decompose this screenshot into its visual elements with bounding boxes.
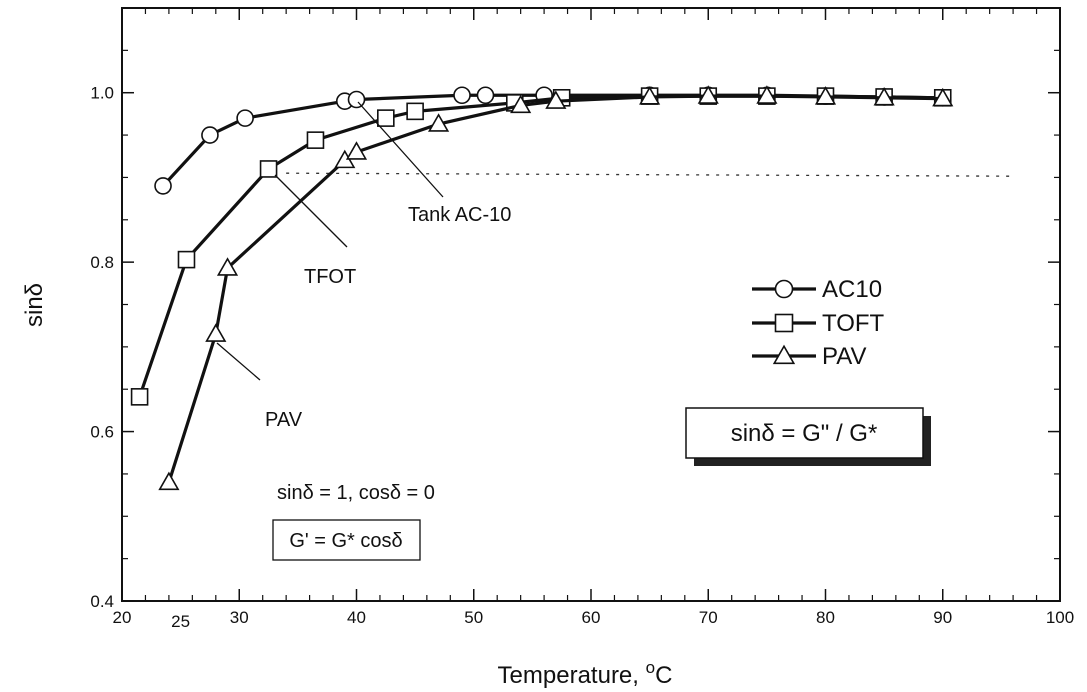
marker-pav <box>427 113 450 132</box>
legend: AC10 TOFT PAV <box>752 276 885 370</box>
x-tick-label: 40 <box>347 608 366 627</box>
pav-pointer-line <box>216 342 261 381</box>
x-tick-label: 80 <box>816 608 835 627</box>
marker-pav <box>510 94 532 114</box>
annotation-sin-cos: sinδ = 1, cosδ = 0 <box>277 482 435 504</box>
marker-toft <box>377 109 395 127</box>
marker-pav <box>545 90 567 109</box>
legend-label-pav: PAV <box>822 343 866 370</box>
y-tick-label: 1.0 <box>90 84 114 103</box>
marker-toft <box>177 250 196 269</box>
marker-ac10 <box>453 86 471 105</box>
x-tick-label-extra: 25 <box>171 612 190 631</box>
tank-pointer-line <box>357 101 444 198</box>
sin-formula-text: sinδ = G" / G* <box>731 420 878 447</box>
marker-ac10 <box>236 109 254 127</box>
gprime-formula-text: G' = G* cosδ <box>289 530 402 552</box>
marker-pav <box>205 323 227 342</box>
series-layer <box>130 85 954 491</box>
marker-pav <box>814 86 837 105</box>
marker-pav <box>345 141 368 160</box>
sin-formula-box <box>685 407 924 459</box>
marker-ac10 <box>201 126 219 144</box>
legend-marker-ac10 <box>774 279 794 299</box>
marker-pav <box>158 471 180 491</box>
legend-marker-toft <box>774 313 794 333</box>
annotation-pav: PAV <box>265 409 303 431</box>
y-tick-label: 0.8 <box>90 253 114 272</box>
marker-toft <box>259 160 278 178</box>
x-tick-label: 70 <box>699 608 718 627</box>
x-axis-title: Temperature, oC <box>498 658 673 689</box>
marker-toft <box>130 388 149 406</box>
x-tick-label: 20 <box>113 608 132 627</box>
annotation-tfot: TFOT <box>304 266 356 288</box>
x-tick-label: 60 <box>582 608 601 627</box>
y-axis-title: sinδ <box>21 283 48 327</box>
reference-line <box>286 172 1014 177</box>
x-axis-title-unit: C <box>655 662 672 689</box>
x-tick-label: 100 <box>1046 608 1074 627</box>
marker-pav <box>873 86 895 106</box>
x-tick-label: 90 <box>933 608 952 627</box>
y-tick-label: 0.6 <box>90 423 114 442</box>
marker-pav <box>697 85 719 104</box>
legend-label-toft: TOFT <box>822 310 885 337</box>
x-tick-label: 30 <box>230 608 249 627</box>
axes: 20 30 40 50 60 70 80 90 100 25 0.4 0.6 0.8 1.0 <box>90 8 1074 631</box>
gprime-formula-box <box>272 519 421 561</box>
marker-ac10 <box>347 90 366 109</box>
annotation-tank-ac10: Tank AC-10 <box>408 204 511 226</box>
marker-ac10 <box>476 86 495 105</box>
marker-pav <box>932 87 954 107</box>
x-tick-label: 50 <box>464 608 483 627</box>
y-tick-label: 0.4 <box>90 592 114 611</box>
marker-ac10 <box>154 177 172 195</box>
tfot-pointer-line <box>274 174 348 248</box>
legend-label-ac10: AC10 <box>822 276 882 303</box>
marker-pav <box>639 86 661 105</box>
x-axis-title-text: Temperature, <box>498 662 646 689</box>
marker-pav <box>756 85 778 104</box>
marker-toft <box>406 102 424 121</box>
legend-marker-pav <box>772 344 796 365</box>
x-axis-title-unit-sup: o <box>646 658 655 677</box>
series-line-pav <box>167 94 943 483</box>
marker-pav <box>216 257 239 276</box>
marker-toft <box>306 131 325 149</box>
